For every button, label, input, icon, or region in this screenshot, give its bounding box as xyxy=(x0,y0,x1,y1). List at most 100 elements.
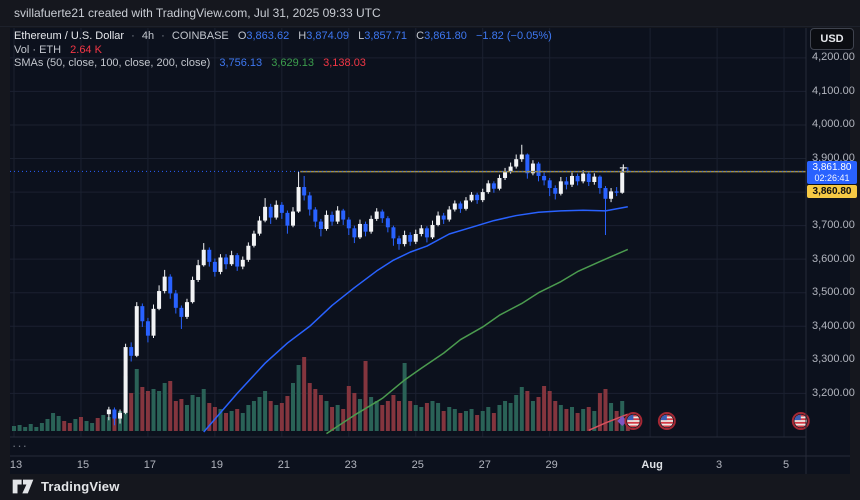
volume-bar xyxy=(151,389,156,431)
volume-bar xyxy=(597,393,602,431)
volume-bar xyxy=(430,401,435,431)
volume-bar xyxy=(23,427,28,431)
volume-bar xyxy=(536,397,541,431)
candle-body xyxy=(190,279,195,303)
sma200-line xyxy=(588,413,629,431)
volume-bar xyxy=(67,423,72,431)
candle-body xyxy=(324,214,329,229)
flag-stripe xyxy=(627,425,640,428)
legend-symbol-row: Ethereum / U.S. Dollar · 4h · COINBASE O… xyxy=(14,30,552,44)
interval-label[interactable]: 4h xyxy=(141,30,155,42)
time-tick-label: 3 xyxy=(716,459,723,471)
low-value: 3,857.71 xyxy=(364,30,408,42)
volume-bar xyxy=(78,417,83,431)
candle-body xyxy=(106,409,111,415)
candle-body xyxy=(229,255,234,265)
candle-body xyxy=(486,183,491,193)
volume-bar xyxy=(363,361,368,431)
volume-bar xyxy=(268,401,273,431)
volume-bar xyxy=(341,409,346,431)
candle-body xyxy=(592,176,597,183)
candle-body xyxy=(145,321,150,336)
candle-body xyxy=(151,308,156,336)
sma100-line xyxy=(326,248,629,435)
collapsed-pane-toggle[interactable]: ··· xyxy=(12,438,28,453)
us-flag-event-icon[interactable] xyxy=(624,412,643,430)
volume-bar xyxy=(313,389,318,431)
volume-bar xyxy=(581,409,586,431)
volume-bar xyxy=(503,401,508,431)
candle-body xyxy=(268,206,273,218)
candle-body xyxy=(491,183,496,189)
candle-body xyxy=(369,218,374,232)
candle-body xyxy=(112,409,117,419)
volume-bar xyxy=(508,403,513,431)
us-flag-event-icon[interactable] xyxy=(657,412,676,430)
candle-body xyxy=(235,255,240,267)
time-tick-label: 27 xyxy=(478,459,491,471)
candle-body xyxy=(564,181,569,185)
price-tick-label: 4,200.00 xyxy=(812,51,855,64)
time-tick-label: 21 xyxy=(277,459,290,471)
candle-body xyxy=(335,210,340,222)
bar-countdown: 02:26:41 xyxy=(814,173,850,183)
sma100-value: 3,629.13 xyxy=(271,57,315,69)
price-chart-canvas[interactable] xyxy=(10,28,850,474)
flag-stripe xyxy=(794,425,808,428)
candle-body xyxy=(140,306,145,322)
volume-bar xyxy=(318,395,323,431)
candle-body xyxy=(463,200,468,209)
volume-bar xyxy=(28,424,33,431)
volume-bar xyxy=(51,413,56,431)
volume-bar xyxy=(424,403,429,431)
candle-body xyxy=(279,204,284,213)
time-tick-label: Aug xyxy=(641,459,663,471)
candle-body xyxy=(380,211,385,219)
candle-body xyxy=(503,171,508,178)
tradingview-brand-text[interactable]: TradingView xyxy=(41,479,120,494)
volume-bar xyxy=(324,401,329,431)
volume-bar xyxy=(168,381,173,431)
volume-bar xyxy=(408,401,413,431)
volume-bar xyxy=(302,357,307,431)
volume-bar xyxy=(530,401,535,431)
volume-bar xyxy=(452,409,457,431)
price-tick-label: 4,000.00 xyxy=(812,118,855,131)
sma50-line xyxy=(203,206,628,433)
volume-bar xyxy=(307,383,312,431)
candle-body xyxy=(274,204,279,218)
volume-bar xyxy=(458,413,463,431)
time-tick-label: 23 xyxy=(344,459,357,471)
volume-bar xyxy=(296,365,301,431)
volume-bar xyxy=(441,411,446,431)
candle-body xyxy=(212,261,217,272)
us-flag-event-icon[interactable] xyxy=(791,412,810,430)
event-diamond-icon[interactable] xyxy=(617,416,628,426)
candle-body xyxy=(179,307,184,317)
symbol-title[interactable]: Ethereum / U.S. Dollar xyxy=(14,30,125,42)
candle-body xyxy=(352,228,357,238)
candle-body xyxy=(558,181,563,194)
flag-stripe xyxy=(660,425,674,428)
currency-toggle-button[interactable]: USD xyxy=(810,28,854,50)
candle-body xyxy=(357,223,362,238)
candle-body xyxy=(224,257,229,265)
close-value: 3,861.80 xyxy=(424,30,467,42)
candle-body xyxy=(480,192,485,201)
volume-label[interactable]: Vol · ETH xyxy=(14,43,62,56)
volume-bar xyxy=(229,411,234,431)
candle-body xyxy=(246,245,251,260)
volume-bar xyxy=(542,386,547,431)
volume-bar xyxy=(330,407,335,431)
candle-body xyxy=(519,154,524,160)
candle-body xyxy=(408,235,413,242)
sma-label[interactable]: SMAs (50, close, 100, close, 200, close) xyxy=(14,57,211,69)
candle-body xyxy=(168,276,173,294)
price-tick-label: 3,300.00 xyxy=(812,353,855,366)
volume-bar xyxy=(12,426,16,431)
volume-bar xyxy=(402,363,407,431)
candle-body xyxy=(263,206,268,221)
candle-body xyxy=(218,257,223,272)
tradingview-logo-icon[interactable] xyxy=(12,478,34,495)
flag-stripe xyxy=(627,421,640,424)
